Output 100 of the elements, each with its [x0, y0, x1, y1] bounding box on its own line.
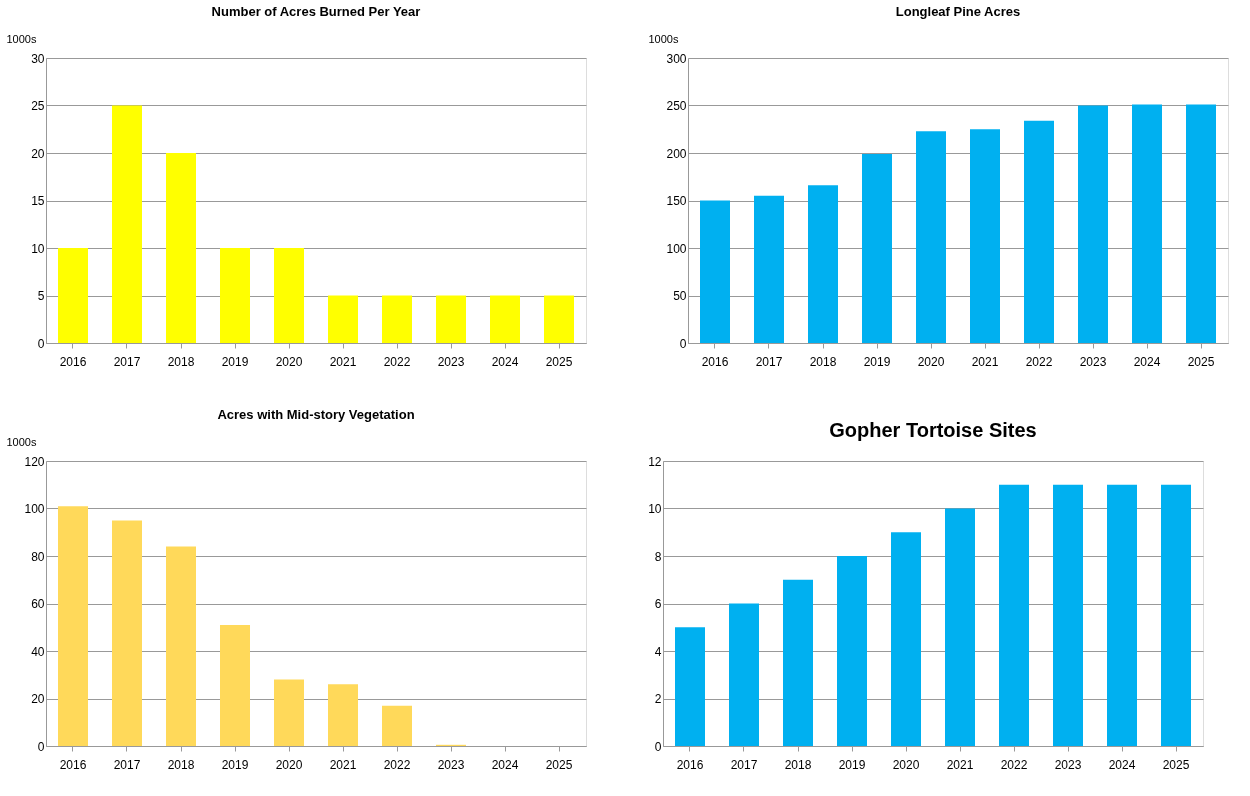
y-tick-label: 25 — [31, 99, 45, 113]
x-tick-label: 2022 — [1000, 757, 1028, 772]
bar — [274, 248, 304, 343]
y-tick-label: 20 — [31, 692, 45, 706]
x-tick-label: 2017 — [755, 354, 783, 369]
x-tick-label: 2017 — [113, 354, 141, 369]
x-tick-label: 2018 — [809, 354, 837, 369]
y-tick-label: 300 — [666, 51, 687, 66]
x-tick-label: 2021 — [329, 757, 357, 772]
bar — [783, 579, 813, 746]
y-tick-label: 12 — [648, 454, 662, 469]
x-tick-label: 2023 — [1079, 354, 1107, 369]
chart-title: Gopher Tortoise Sites — [829, 419, 1037, 441]
bar — [220, 248, 250, 343]
bar — [837, 556, 867, 746]
x-tick-label: 2022 — [383, 354, 411, 369]
bar — [1053, 484, 1083, 746]
x-tick-label: 2020 — [275, 354, 303, 369]
y-tick-label: 30 — [31, 51, 45, 66]
x-tick-label: 2020 — [892, 757, 920, 772]
y-tick-label: 100 — [24, 502, 45, 516]
y-tick-label: 15 — [31, 194, 45, 208]
x-tick-label: 2016 — [676, 757, 704, 772]
bar — [970, 129, 1000, 343]
chart-title: Longleaf Pine Acres — [895, 4, 1021, 19]
x-tick-label: 2017 — [113, 757, 141, 772]
x-tick-label: 2022 — [1025, 354, 1053, 369]
x-tick-label: 2016 — [59, 757, 87, 772]
bar — [220, 624, 250, 746]
bar — [274, 679, 304, 746]
bar — [328, 295, 358, 343]
x-tick-label: 2016 — [59, 354, 87, 369]
bar — [166, 546, 196, 746]
y-tick-label: 200 — [666, 146, 687, 161]
y-tick-label: 6 — [654, 597, 662, 611]
bar — [112, 520, 142, 746]
y-tick-label: 150 — [666, 194, 687, 208]
y-tick-label: 0 — [37, 336, 45, 351]
y-tick-label: 8 — [654, 549, 662, 564]
bar — [916, 131, 946, 343]
x-tick-label: 2022 — [383, 757, 411, 772]
bar — [808, 185, 838, 343]
x-tick-label: 2017 — [730, 757, 758, 772]
y-tick-label: 100 — [666, 241, 687, 256]
bar — [328, 684, 358, 746]
x-tick-label: 2018 — [167, 757, 195, 772]
bar — [1107, 484, 1137, 746]
bar — [436, 295, 466, 343]
x-tick-label: 2025 — [1187, 354, 1215, 369]
x-tick-label: 2019 — [838, 757, 866, 772]
y-axis-title: 1000s — [6, 32, 37, 45]
bar — [862, 153, 892, 343]
x-tick-label: 2021 — [946, 757, 974, 772]
y-tick-label: 4 — [654, 644, 662, 659]
x-tick-label: 2019 — [221, 354, 249, 369]
y-tick-label: 20 — [31, 146, 45, 161]
y-axis-title: 1000s — [648, 32, 679, 45]
bar — [490, 295, 520, 343]
y-tick-label: 40 — [31, 644, 45, 659]
y-tick-label: 2 — [654, 692, 662, 706]
bar — [58, 248, 88, 343]
x-tick-label: 2023 — [437, 354, 465, 369]
bar — [382, 705, 412, 746]
bar — [382, 295, 412, 343]
y-tick-label: 0 — [654, 739, 662, 754]
bar — [1078, 105, 1108, 343]
y-tick-label: 0 — [37, 739, 45, 754]
y-tick-label: 250 — [666, 99, 687, 113]
bar — [166, 153, 196, 343]
chart-title: Acres with Mid-story Vegetation — [217, 407, 415, 422]
x-tick-label: 2024 — [1108, 757, 1136, 772]
y-tick-label: 5 — [37, 289, 45, 303]
bar — [754, 195, 784, 343]
bar — [112, 105, 142, 343]
y-tick-label: 60 — [31, 597, 45, 611]
x-tick-label: 2023 — [1054, 757, 1082, 772]
x-tick-label: 2020 — [275, 757, 303, 772]
x-tick-label: 2025 — [545, 757, 573, 772]
x-tick-label: 2018 — [784, 757, 812, 772]
y-tick-label: 10 — [31, 241, 45, 256]
bar — [544, 295, 574, 343]
x-tick-label: 2020 — [917, 354, 945, 369]
bar — [1024, 120, 1054, 343]
bar — [945, 508, 975, 746]
y-tick-label: 120 — [24, 454, 45, 469]
x-tick-label: 2025 — [1162, 757, 1190, 772]
bar — [700, 200, 730, 343]
x-tick-label: 2024 — [491, 354, 519, 369]
bar — [675, 627, 705, 746]
y-tick-label: 0 — [679, 336, 687, 351]
bar — [999, 484, 1029, 746]
x-tick-label: 2019 — [863, 354, 891, 369]
bar — [1161, 484, 1191, 746]
bar — [58, 506, 88, 746]
x-tick-label: 2021 — [329, 354, 357, 369]
bar — [1132, 104, 1162, 343]
bar — [1186, 104, 1216, 343]
x-tick-label: 2021 — [971, 354, 999, 369]
bar — [729, 603, 759, 746]
x-tick-label: 2024 — [1133, 354, 1161, 369]
